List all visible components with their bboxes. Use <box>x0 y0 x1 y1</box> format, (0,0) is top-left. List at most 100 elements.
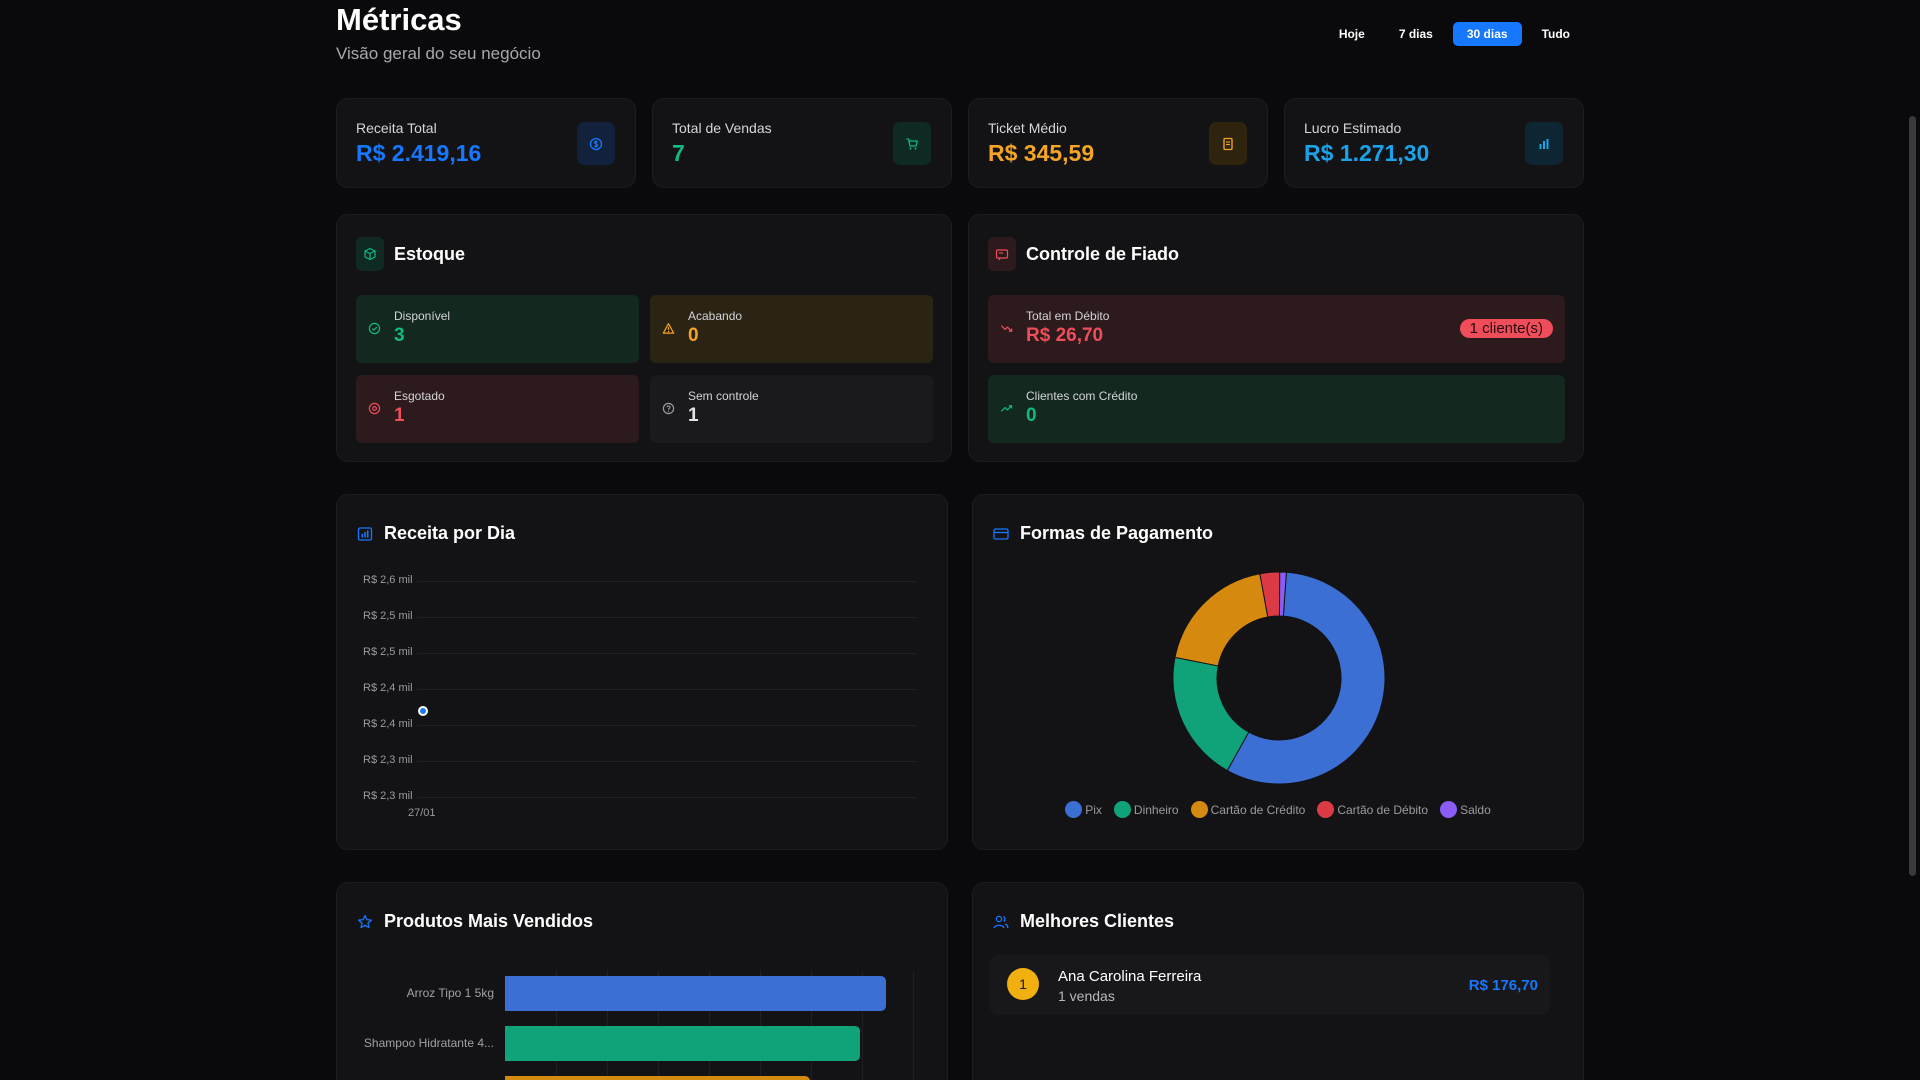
trending-up-icon <box>1000 405 1013 412</box>
legend-swatch <box>1113 801 1131 818</box>
scrollbar-thumb[interactable] <box>1909 116 1916 876</box>
stat-label: Lucro Estimado <box>1304 120 1402 136</box>
estoque-panel: Estoque Disponível 3 Acabando 0 Esgotado… <box>336 214 952 462</box>
page-subtitle: Visão geral do seu negócio <box>336 44 541 63</box>
client-rank-badge: 1 <box>1007 968 1039 1000</box>
y-tick-label: R$ 2,5 mil <box>363 610 413 622</box>
chart-gridline <box>658 971 659 1080</box>
pie-slice[interactable] <box>1174 573 1269 667</box>
chart-gridline <box>760 971 761 1080</box>
chart-gridline <box>607 971 608 1080</box>
bar-category-label: Shampoo Hidratante 4... <box>363 1036 494 1050</box>
y-tick-label: R$ 2,5 mil <box>363 646 413 658</box>
bar[interactable] <box>505 1026 860 1061</box>
fiado-panel: Controle de Fiado Total em Débito R$ 26,… <box>968 214 1584 462</box>
stat-value: R$ 1.271,30 <box>1304 140 1430 166</box>
estoque-tile-sem-controle: Sem controle 1 <box>650 375 933 443</box>
tile-label: Acabando <box>688 309 743 323</box>
warning-icon <box>662 323 675 334</box>
range-7-dias-button[interactable]: 7 dias <box>1398 27 1433 41</box>
tile-value: 1 <box>688 405 699 426</box>
chart-gridline <box>862 971 863 1080</box>
legend-swatch <box>1317 801 1335 818</box>
check-circle-icon <box>368 322 381 335</box>
payment-legend: Pix Dinheiro Cartão de Crédito Cartão de Dé… <box>973 801 1583 818</box>
tile-label: Disponível <box>394 309 451 323</box>
tile-label: Sem controle <box>688 389 759 403</box>
tile-value: 1 <box>394 405 405 426</box>
stat-value: 7 <box>672 140 685 166</box>
legend-swatch <box>1065 801 1083 818</box>
debit-clients-badge: 1 cliente(s) <box>1459 319 1553 338</box>
trending-down-icon <box>1000 325 1013 332</box>
legend-label: Dinheiro <box>1133 802 1179 817</box>
range-tudo-button[interactable]: Tudo <box>1541 27 1570 41</box>
stat-label: Ticket Médio <box>988 120 1067 136</box>
chart-icon <box>356 525 374 543</box>
page-scrollbar[interactable] <box>1904 0 1920 1080</box>
stat-label: Receita Total <box>356 120 437 136</box>
receita-por-dia-title: Receita por Dia <box>356 523 515 544</box>
legend-label: Cartão de Débito <box>1337 802 1429 817</box>
formas-pagamento-panel: Formas de Pagamento Pix Dinheiro Cartão de… <box>972 494 1584 850</box>
wallet-icon <box>988 237 1016 271</box>
tile-value: 0 <box>1026 405 1037 426</box>
tile-value: 0 <box>688 325 699 346</box>
chart-gridline <box>811 971 812 1080</box>
clientes-title: Melhores Clientes <box>992 911 1174 932</box>
help-circle-icon <box>662 402 675 415</box>
fiado-tile-debito: Total em Débito R$ 26,70 1 cliente(s) <box>988 295 1565 363</box>
stat-card-total-vendas: Total de Vendas 7 <box>652 98 952 188</box>
estoque-tile-acabando: Acabando 0 <box>650 295 933 363</box>
bar-category-label: Arroz Tipo 1 5kg <box>406 986 494 1000</box>
receita-por-dia-title-text: Receita por Dia <box>384 523 516 543</box>
bar[interactable] <box>505 1076 811 1080</box>
client-row[interactable]: 1 Ana Carolina Ferreira 1 vendas R$ 176,… <box>990 955 1550 1015</box>
y-tick-label: R$ 2,6 mil <box>363 574 413 586</box>
receita-por-dia-panel: Receita por Dia R$ 2,6 mil R$ 2,5 mil R$ 2… <box>336 494 948 850</box>
y-tick-label: R$ 2,3 mil <box>363 790 413 802</box>
stat-label: Total de Vendas <box>672 120 772 136</box>
range-30-dias-button[interactable]: 30 dias <box>1452 22 1522 46</box>
date-range-selector: Hoje 7 dias 30 dias Tudo <box>1325 22 1584 46</box>
legend-item[interactable]: Pix <box>1065 801 1102 818</box>
chart-gridline <box>556 971 557 1080</box>
pie-slice[interactable] <box>1226 571 1386 785</box>
tile-label: Total em Débito <box>1026 309 1110 323</box>
chart-gridline <box>417 689 917 690</box>
produtos-panel: Produtos Mais Vendidos Arroz Tipo 1 5kg S… <box>336 882 948 1080</box>
fiado-title-text: Controle de Fiado <box>1026 243 1179 264</box>
legend-label: Cartão de Crédito <box>1210 802 1306 817</box>
tile-value: R$ 26,70 <box>1026 325 1104 346</box>
legend-item[interactable]: Cartão de Débito <box>1317 801 1428 818</box>
range-hoje-button[interactable]: Hoje <box>1338 27 1365 41</box>
pie-slice[interactable] <box>1278 571 1287 617</box>
x-tick-label: 27/01 <box>408 807 436 819</box>
estoque-title: Estoque <box>356 237 465 271</box>
fiado-tile-credito: Clientes com Crédito 0 <box>988 375 1565 443</box>
legend-item[interactable]: Dinheiro <box>1113 801 1179 818</box>
cart-icon <box>893 122 931 165</box>
legend-label: Pix <box>1085 802 1102 817</box>
legend-item[interactable]: Cartão de Crédito <box>1190 801 1306 818</box>
chart-gridline <box>417 581 917 582</box>
clientes-title-text: Melhores Clientes <box>1020 911 1175 931</box>
stat-value: R$ 2.419,16 <box>356 140 482 166</box>
tile-label: Clientes com Crédito <box>1026 389 1138 403</box>
legend-item[interactable]: Saldo <box>1440 801 1491 818</box>
stat-card-lucro-estimado: Lucro Estimado R$ 1.271,30 <box>1284 98 1584 188</box>
client-name: Ana Carolina Ferreira <box>1058 968 1202 985</box>
chart-gridline <box>417 797 917 798</box>
tile-label: Esgotado <box>394 389 445 403</box>
fiado-title: Controle de Fiado <box>988 237 1179 271</box>
x-circle-icon <box>368 402 381 415</box>
chart-gridline <box>709 971 710 1080</box>
y-tick-label: R$ 2,4 mil <box>363 718 413 730</box>
stat-card-receita-total: Receita Total R$ 2.419,16 <box>336 98 636 188</box>
clientes-panel: Melhores Clientes 1 Ana Carolina Ferreir… <box>972 882 1584 1080</box>
produtos-title-text: Produtos Mais Vendidos <box>384 911 594 931</box>
data-point[interactable] <box>418 706 428 717</box>
tile-value: 3 <box>394 325 405 346</box>
estoque-tile-esgotado: Esgotado 1 <box>356 375 639 443</box>
bar[interactable] <box>505 976 887 1011</box>
